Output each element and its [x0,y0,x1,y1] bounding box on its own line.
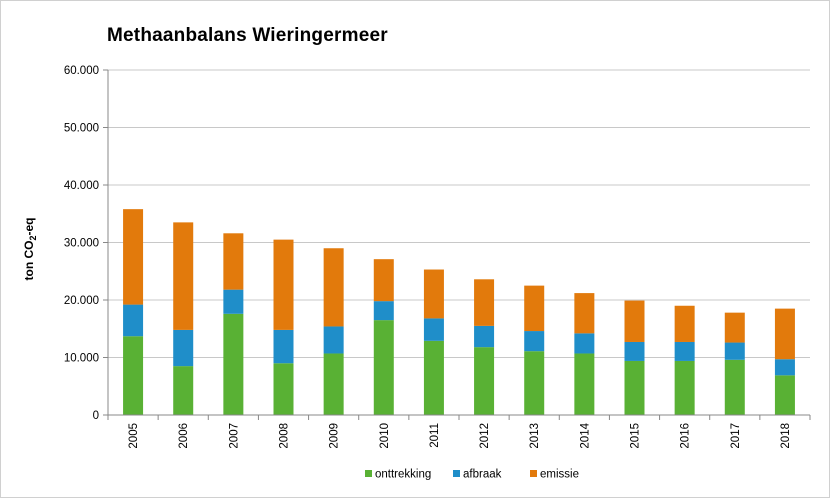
bars [123,209,795,415]
bar-afbraak-2009 [323,326,344,354]
x-tick-label: 2010 [379,423,391,449]
bar-afbraak-2008 [273,329,294,364]
bar-emissie-2010 [373,259,394,302]
y-tick-label: 40.000 [64,180,99,192]
x-tick-label: 2012 [479,423,491,449]
x-tick-label: 2007 [228,423,240,449]
legend-swatch-afbraak [453,470,460,477]
bar-onttrekking-2014 [574,353,595,415]
bar-emissie-2012 [474,279,495,326]
axes: 0 10.000 20.000 30.000 40.000 50.000 60.000 200… [64,65,811,449]
chart-title: Methaanbalans Wieringermeer [107,25,388,46]
bar-emissie-2007 [223,233,244,290]
bar-onttrekking-2005 [123,336,144,415]
bar-afbraak-2013 [524,331,545,352]
bar-emissie-2006 [173,222,194,330]
bar-afbraak-2006 [173,329,194,367]
x-tick-label: 2016 [680,423,692,449]
bar-onttrekking-2013 [524,351,545,415]
bar-afbraak-2011 [423,318,444,341]
x-tick-label: 2018 [780,423,792,449]
bar-onttrekking-2006 [173,366,194,415]
bar-afbraak-2015 [624,341,645,361]
bar-afbraak-2005 [123,304,144,337]
x-tick-label: 2017 [730,423,742,449]
y-tick-label: 50.000 [64,123,99,135]
bar-onttrekking-2017 [724,359,745,415]
bar-emissie-2009 [323,248,344,327]
bar-emissie-2017 [724,312,745,343]
legend-swatch-onttrekking [365,470,372,477]
bar-onttrekking-2010 [373,320,394,415]
y-tick-label: 20.000 [64,295,99,307]
bar-onttrekking-2011 [423,340,444,415]
legend[interactable]: onttrekking afbraak emissie [365,469,579,481]
bar-afbraak-2017 [724,342,745,360]
bar-emissie-2011 [423,269,444,319]
legend-label-afbraak[interactable]: afbraak [463,469,502,481]
bar-afbraak-2014 [574,333,595,354]
bar-onttrekking-2015 [624,360,645,415]
gridlines [108,69,810,358]
bar-afbraak-2016 [674,341,695,361]
x-tick-label: 2013 [529,423,541,449]
bar-emissie-2013 [524,285,545,332]
bar-emissie-2014 [574,293,595,334]
y-tick-label: 60.000 [64,65,99,77]
legend-swatch-emissie [530,470,537,477]
bar-afbraak-2012 [474,325,495,348]
x-tick-label: 2006 [178,423,190,449]
bar-onttrekking-2012 [474,347,495,415]
y-tick-label: 30.000 [64,238,99,250]
bar-onttrekking-2018 [774,375,795,415]
x-tick-label: 2008 [279,423,291,449]
x-tick-label: 2011 [429,423,441,448]
bar-onttrekking-2008 [273,363,294,415]
bar-emissie-2008 [273,239,294,330]
legend-label-emissie[interactable]: emissie [540,469,579,481]
bar-onttrekking-2009 [323,353,344,415]
bar-afbraak-2018 [774,359,795,376]
bar-onttrekking-2007 [223,313,244,415]
y-tick-label: 0 [93,410,99,422]
x-tick-label: 2009 [329,423,341,449]
bar-onttrekking-2016 [674,360,695,415]
bar-emissie-2016 [674,305,695,342]
x-tick-label: 2005 [128,423,140,449]
bar-emissie-2018 [774,308,795,360]
bar-afbraak-2007 [223,289,244,314]
x-tick-label: 2015 [630,423,642,449]
bar-emissie-2005 [123,209,144,305]
bar-afbraak-2010 [373,301,394,321]
y-tick-label: 10.000 [64,353,99,365]
bar-emissie-2015 [624,300,645,342]
legend-label-onttrekking[interactable]: onttrekking [375,469,431,481]
x-tick-label: 2014 [579,422,591,448]
